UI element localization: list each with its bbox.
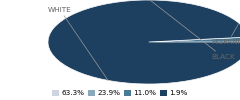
Text: BLACK: BLACK [150, 0, 235, 60]
Wedge shape [48, 0, 240, 84]
Legend: 63.3%, 23.9%, 11.0%, 1.9%: 63.3%, 23.9%, 11.0%, 1.9% [52, 90, 188, 96]
Text: HISPANIC: HISPANIC [211, 23, 240, 45]
Wedge shape [48, 11, 240, 84]
Text: ASIAN: ASIAN [0, 99, 1, 100]
Wedge shape [81, 0, 240, 42]
Wedge shape [48, 0, 240, 84]
Text: WHITE: WHITE [48, 7, 108, 80]
